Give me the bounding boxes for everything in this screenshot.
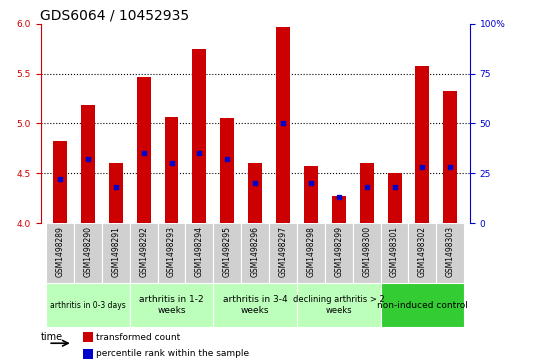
Text: GSM1498298: GSM1498298 bbox=[306, 226, 315, 277]
Bar bbox=[74, 223, 102, 283]
Bar bbox=[381, 223, 408, 283]
Text: time: time bbox=[41, 332, 63, 342]
Text: GSM1498292: GSM1498292 bbox=[139, 226, 148, 277]
Bar bbox=[388, 173, 402, 223]
Bar bbox=[297, 223, 325, 283]
Text: declining arthritis > 2
weeks: declining arthritis > 2 weeks bbox=[293, 295, 384, 315]
Bar bbox=[381, 283, 464, 327]
Text: arthritis in 0-3 days: arthritis in 0-3 days bbox=[50, 301, 126, 310]
Bar bbox=[408, 223, 436, 283]
Bar bbox=[46, 283, 130, 327]
Bar bbox=[81, 105, 95, 223]
Text: non-induced control: non-induced control bbox=[377, 301, 468, 310]
Bar bbox=[325, 223, 353, 283]
Bar bbox=[109, 163, 123, 223]
Bar bbox=[220, 118, 234, 223]
Bar bbox=[415, 65, 429, 223]
Bar bbox=[137, 77, 151, 223]
Bar bbox=[297, 283, 381, 327]
Text: GSM1498291: GSM1498291 bbox=[111, 226, 120, 277]
Bar bbox=[436, 223, 464, 283]
Text: GSM1498290: GSM1498290 bbox=[83, 226, 92, 277]
Bar bbox=[84, 348, 93, 359]
Bar bbox=[130, 283, 213, 327]
Text: GSM1498299: GSM1498299 bbox=[334, 226, 343, 277]
Text: GSM1498300: GSM1498300 bbox=[362, 226, 371, 277]
Bar bbox=[241, 223, 269, 283]
Bar bbox=[165, 118, 179, 223]
Bar bbox=[332, 196, 346, 223]
Bar bbox=[46, 223, 74, 283]
Text: arthritis in 3-4
weeks: arthritis in 3-4 weeks bbox=[223, 295, 287, 315]
Text: GSM1498297: GSM1498297 bbox=[279, 226, 287, 277]
Bar bbox=[185, 223, 213, 283]
Text: percentile rank within the sample: percentile rank within the sample bbox=[96, 349, 249, 358]
Text: GSM1498296: GSM1498296 bbox=[251, 226, 260, 277]
Text: GSM1498293: GSM1498293 bbox=[167, 226, 176, 277]
Bar bbox=[353, 223, 381, 283]
Bar bbox=[248, 163, 262, 223]
Text: GDS6064 / 10452935: GDS6064 / 10452935 bbox=[40, 8, 190, 23]
Bar bbox=[158, 223, 185, 283]
Bar bbox=[213, 283, 297, 327]
Text: arthritis in 1-2
weeks: arthritis in 1-2 weeks bbox=[139, 295, 204, 315]
Text: GSM1498295: GSM1498295 bbox=[223, 226, 232, 277]
Text: GSM1498289: GSM1498289 bbox=[56, 226, 64, 277]
Bar bbox=[269, 223, 297, 283]
Bar bbox=[102, 223, 130, 283]
Bar bbox=[360, 163, 374, 223]
Text: GSM1498303: GSM1498303 bbox=[446, 226, 455, 277]
Text: transformed count: transformed count bbox=[96, 333, 180, 342]
Bar bbox=[84, 332, 93, 342]
Bar bbox=[443, 91, 457, 223]
Text: GSM1498302: GSM1498302 bbox=[418, 226, 427, 277]
Bar bbox=[130, 223, 158, 283]
Text: GSM1498294: GSM1498294 bbox=[195, 226, 204, 277]
Bar bbox=[304, 166, 318, 223]
Bar bbox=[192, 49, 206, 223]
Bar bbox=[276, 26, 290, 223]
Bar bbox=[53, 141, 67, 223]
Text: GSM1498301: GSM1498301 bbox=[390, 226, 399, 277]
Bar bbox=[213, 223, 241, 283]
